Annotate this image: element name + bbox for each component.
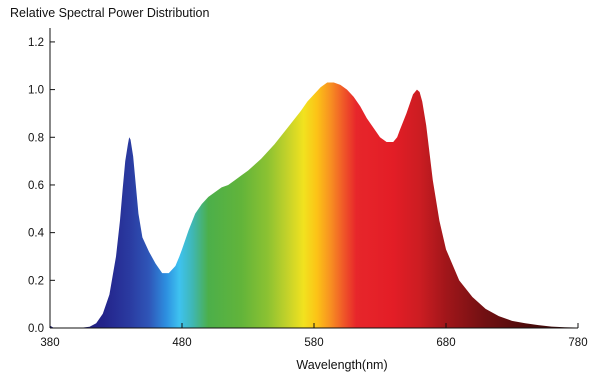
y-tick-label: 0.0 [28,323,44,335]
x-tick-label: 480 [172,337,191,349]
y-tick-label: 0.2 [28,275,44,287]
x-tick-label: 380 [40,337,59,349]
label-layer: 0.0 0.2 0.4 0.6 0.8 1.0 1.2 380 480 580 680 780 Wave… [28,37,588,372]
x-tick-label: 780 [568,337,587,349]
x-tick-label: 680 [436,337,455,349]
axes-layer [49,28,579,329]
y-tick-label: 1.2 [28,37,44,49]
chart-title: Relative Spectral Power Distribution [10,6,210,20]
y-tick-label: 1.0 [28,85,44,97]
x-tick-label: 580 [304,337,323,349]
y-tick-label: 0.4 [28,228,45,240]
spectrum-area [50,82,576,328]
x-axis-label: Wavelength(nm) [296,358,387,372]
y-tick-label: 0.8 [28,132,44,144]
spectrum-area-layer [50,82,576,328]
y-tick-label: 0.6 [28,180,44,192]
